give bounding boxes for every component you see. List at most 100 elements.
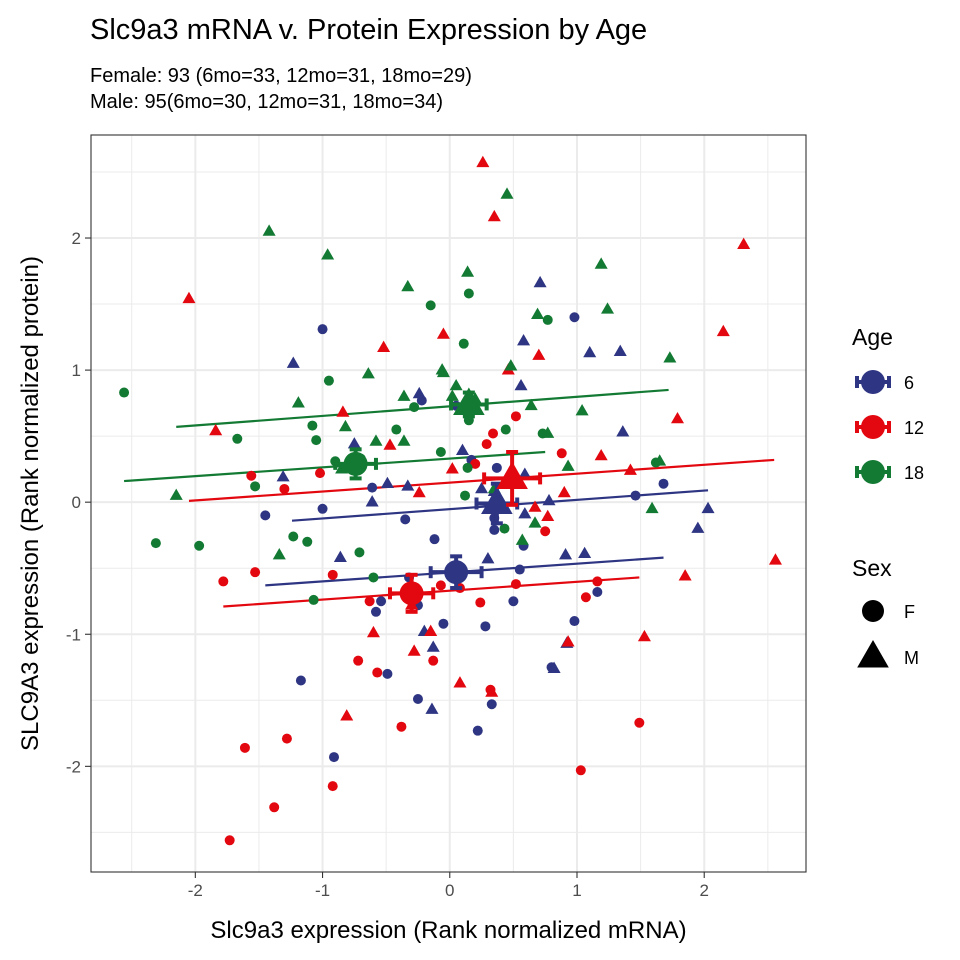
data-point: [475, 597, 486, 608]
legend-key-marker: [861, 415, 885, 439]
data-point: [260, 510, 271, 521]
data-point: [315, 468, 326, 479]
fit-line-age-12-M: [188, 458, 775, 502]
data-point: [150, 538, 161, 549]
data-point: [317, 503, 328, 514]
data-point: [592, 586, 603, 597]
legend-age-keys: 6 12 18: [852, 361, 924, 493]
data-point: [559, 548, 573, 560]
data-point: [542, 493, 556, 506]
legend-key-triangle: [857, 640, 889, 668]
data-point: [533, 275, 547, 288]
data-point: [209, 423, 223, 436]
x-axis-title: Slc9a3 expression (Rank normalized mRNA): [210, 917, 686, 944]
data-point: [601, 302, 615, 314]
data-point: [445, 462, 459, 474]
data-point: [279, 483, 290, 494]
data-point: [361, 367, 375, 379]
data-point: [518, 467, 532, 479]
data-point: [508, 596, 519, 607]
data-point: [246, 470, 257, 481]
data-point: [561, 635, 575, 647]
data-point: [634, 717, 645, 728]
mean-point: [343, 451, 368, 476]
mean-point: [453, 387, 485, 415]
data-point: [119, 387, 130, 398]
data-point: [380, 476, 394, 489]
data-point: [272, 548, 286, 560]
data-point: [336, 405, 350, 417]
mean-marker-age-12-F: [387, 572, 436, 614]
data-point: [262, 224, 276, 236]
data-point: [653, 454, 667, 466]
mean-point: [444, 560, 469, 585]
legend-key-marker: [861, 460, 885, 484]
data-point: [424, 624, 438, 636]
data-point: [224, 835, 235, 846]
legend-title-sex: Sex: [852, 555, 892, 581]
data-point: [487, 209, 501, 222]
data-point: [458, 338, 469, 349]
data-point: [425, 702, 439, 714]
data-point: [250, 567, 261, 578]
data-point: [486, 699, 497, 710]
data-point: [369, 434, 383, 446]
data-point: [288, 531, 299, 542]
data-point: [364, 596, 375, 607]
chart-subtitle-line-2: Male: 95(6mo=30, 12mo=31, 18mo=34): [90, 91, 443, 113]
data-point: [514, 378, 528, 391]
data-point: [382, 668, 393, 679]
x-tick-label: -1: [315, 881, 330, 900]
data-point: [435, 580, 446, 591]
data-point: [250, 481, 261, 492]
data-point: [291, 396, 305, 408]
data-point: [532, 348, 546, 360]
data-point: [327, 569, 338, 580]
data-point: [670, 411, 685, 424]
data-point: [583, 345, 597, 358]
data-point: [338, 419, 352, 432]
y-axis: -2 -1 0 1 2: [66, 229, 91, 776]
data-point: [561, 459, 575, 471]
data-point: [658, 478, 669, 489]
x-tick-label: -2: [188, 881, 203, 900]
data-point: [460, 490, 471, 501]
data-point: [557, 485, 571, 498]
data-point: [580, 592, 591, 603]
data-point: [321, 248, 335, 260]
data-point: [541, 509, 555, 522]
data-point: [323, 375, 334, 386]
data-point: [435, 446, 446, 457]
data-point: [488, 428, 499, 439]
data-point: [541, 426, 555, 438]
data-point: [327, 781, 338, 792]
data-point: [575, 404, 589, 416]
plot-panel-background: [91, 135, 806, 872]
mean-point: [496, 461, 528, 489]
data-point: [463, 288, 474, 299]
data-point: [663, 351, 677, 363]
data-point: [169, 488, 183, 500]
legend-label-age: 12: [904, 418, 924, 438]
data-point: [328, 752, 339, 763]
data-point: [517, 334, 531, 346]
data-point: [367, 482, 378, 493]
data-point: [481, 551, 495, 564]
data-point: [480, 621, 491, 632]
data-point: [276, 470, 290, 482]
data-point: [365, 495, 379, 507]
data-point: [232, 433, 243, 444]
data-point: [575, 765, 586, 776]
data-point: [691, 521, 705, 533]
data-point: [436, 365, 450, 378]
data-point: [426, 640, 440, 652]
data-point: [737, 237, 751, 249]
data-point: [578, 546, 592, 559]
data-point: [412, 386, 426, 399]
data-point: [489, 524, 500, 535]
data-point: [455, 443, 470, 456]
data-point: [499, 523, 510, 534]
data-point: [370, 606, 381, 617]
data-point: [412, 485, 426, 498]
